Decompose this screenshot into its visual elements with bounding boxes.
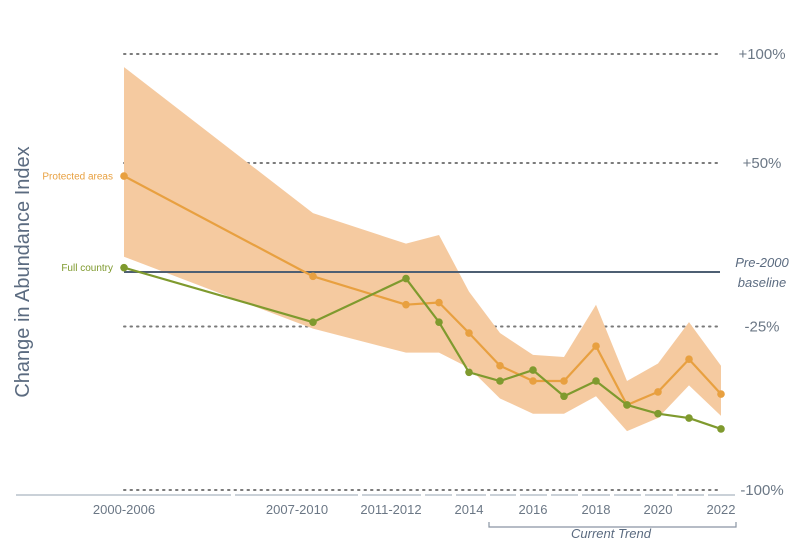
full-country-point <box>717 425 725 433</box>
reference-label: -25% <box>744 319 779 336</box>
x-tick-label: 2014 <box>455 502 484 517</box>
reference-label: +100% <box>738 46 785 63</box>
y-axis-title: Change in Abundance Index <box>12 146 34 397</box>
x-tick-label: 2016 <box>519 502 548 517</box>
full-country-point <box>654 409 662 418</box>
x-tick-label: 2000-2006 <box>93 502 155 517</box>
baseline-label-line1: Pre-2000 <box>735 255 789 270</box>
x-tick-label: 2007-2010 <box>266 502 328 517</box>
series-lines <box>120 172 725 433</box>
full-country-point <box>685 414 693 422</box>
full-country-point <box>402 274 410 283</box>
protected-areas-point <box>717 390 725 398</box>
full-country-point <box>435 318 443 326</box>
baseline-label-line2: baseline <box>738 275 786 290</box>
full-country-point <box>592 377 600 385</box>
x-tick-label: 2018 <box>582 502 611 517</box>
current-trend-bracket <box>488 522 737 528</box>
protected-areas-point <box>685 355 693 364</box>
reference-label: +50% <box>743 155 782 172</box>
protected-areas-label: Protected areas <box>42 172 113 183</box>
protected-areas-point <box>592 342 600 350</box>
reference-label: -100% <box>740 482 783 499</box>
x-tick-label: 2020 <box>644 502 673 517</box>
protected-areas-point <box>529 377 537 385</box>
protected-areas-point <box>465 329 473 337</box>
confidence-band <box>124 67 721 432</box>
current-trend-label: Current Trend <box>571 526 652 541</box>
full-country-point <box>496 377 504 385</box>
full-country-label: Full country <box>61 263 113 274</box>
labels: +100% +50% -25% -100% Protected areas Full co… <box>42 46 785 499</box>
full-country-point <box>120 263 128 272</box>
full-country-point <box>309 318 317 326</box>
x-tick-label: 2022 <box>707 502 736 517</box>
protected-areas-point <box>654 388 662 396</box>
protected-areas-point <box>560 377 568 385</box>
protected-areas-point <box>435 298 443 307</box>
full-country-point <box>529 366 537 374</box>
protected-areas-band <box>124 67 721 432</box>
protected-areas-point <box>402 300 410 309</box>
full-country-point <box>623 401 631 409</box>
x-tick-label: 2011-2012 <box>360 502 421 517</box>
full-country-point <box>560 392 568 401</box>
protected-areas-point <box>496 361 504 370</box>
protected-areas-point <box>309 272 317 281</box>
x-axis: 2000-2006 2007-2010 2011-2012 2014 2016 2018 2… <box>16 494 737 528</box>
full-country-point <box>465 368 473 377</box>
protected-areas-point <box>120 172 128 180</box>
